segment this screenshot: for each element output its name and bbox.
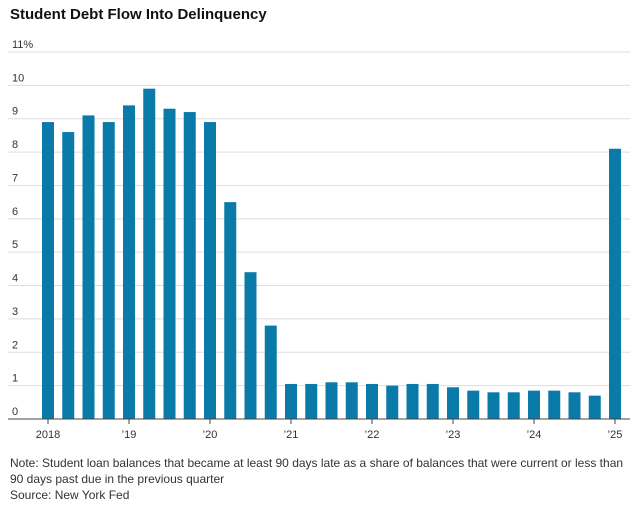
bar xyxy=(467,390,480,419)
bar xyxy=(285,383,297,419)
y-tick-label: 9 xyxy=(12,106,18,118)
y-tick-label: 8 xyxy=(12,139,18,151)
bar-chart: 0 1 2 3 4 5 6 7 8 9 10 11% 2018 ’19 ’20 ’21 ’22 ’23 ’24 ’2… xyxy=(8,39,630,441)
bar xyxy=(345,382,358,419)
bar xyxy=(244,272,257,419)
bar xyxy=(487,392,500,419)
y-tick-label: 0 xyxy=(12,406,18,418)
grid-lines xyxy=(8,51,630,387)
chart-note: Note: Student loan balances that became … xyxy=(10,456,624,486)
chart-title: Student Debt Flow Into Delinquency xyxy=(10,6,267,23)
bar xyxy=(447,387,459,419)
x-tick-label: ’22 xyxy=(365,429,380,441)
bar xyxy=(123,105,135,419)
bar xyxy=(528,390,540,419)
x-tick-label: ’19 xyxy=(122,429,137,441)
y-tick-label: 11% xyxy=(12,39,33,51)
y-tick-label: 5 xyxy=(12,239,18,251)
bar xyxy=(548,390,561,419)
x-tick-label: 2018 xyxy=(36,429,60,441)
bar xyxy=(204,122,216,420)
bar xyxy=(588,395,601,419)
x-axis-ticks: 2018 ’19 ’20 ’21 ’22 ’23 ’24 ’25 xyxy=(36,419,623,441)
bar xyxy=(62,132,75,419)
bar xyxy=(568,392,581,419)
y-tick-label: 6 xyxy=(12,206,18,218)
x-tick-label: ’20 xyxy=(203,429,218,441)
bar xyxy=(183,112,196,420)
bars xyxy=(42,88,621,420)
chart-source: Source: New York Fed xyxy=(10,488,130,502)
bar xyxy=(305,383,318,419)
bar xyxy=(264,325,277,419)
bar xyxy=(102,122,115,420)
x-tick-label: ’25 xyxy=(608,429,623,441)
bar xyxy=(386,385,399,419)
x-tick-label: ’23 xyxy=(446,429,461,441)
bar xyxy=(143,88,156,419)
x-tick-label: ’24 xyxy=(527,429,542,441)
bar xyxy=(224,202,237,419)
bar xyxy=(406,383,419,419)
x-tick-label: ’21 xyxy=(284,429,299,441)
y-tick-label: 2 xyxy=(12,339,18,351)
bar xyxy=(609,148,621,419)
bar xyxy=(82,115,95,420)
bar xyxy=(507,392,520,419)
y-tick-label: 1 xyxy=(12,373,18,385)
bar xyxy=(426,383,439,419)
y-tick-label: 4 xyxy=(12,273,18,285)
y-tick-label: 3 xyxy=(12,306,18,318)
bar xyxy=(42,122,54,420)
y-tick-label: 10 xyxy=(12,72,24,84)
bar xyxy=(163,108,176,419)
bar xyxy=(325,382,338,419)
y-axis-ticks: 0 1 2 3 4 5 6 7 8 9 10 11% xyxy=(12,39,33,418)
bar xyxy=(366,383,378,419)
y-tick-label: 7 xyxy=(12,172,18,184)
